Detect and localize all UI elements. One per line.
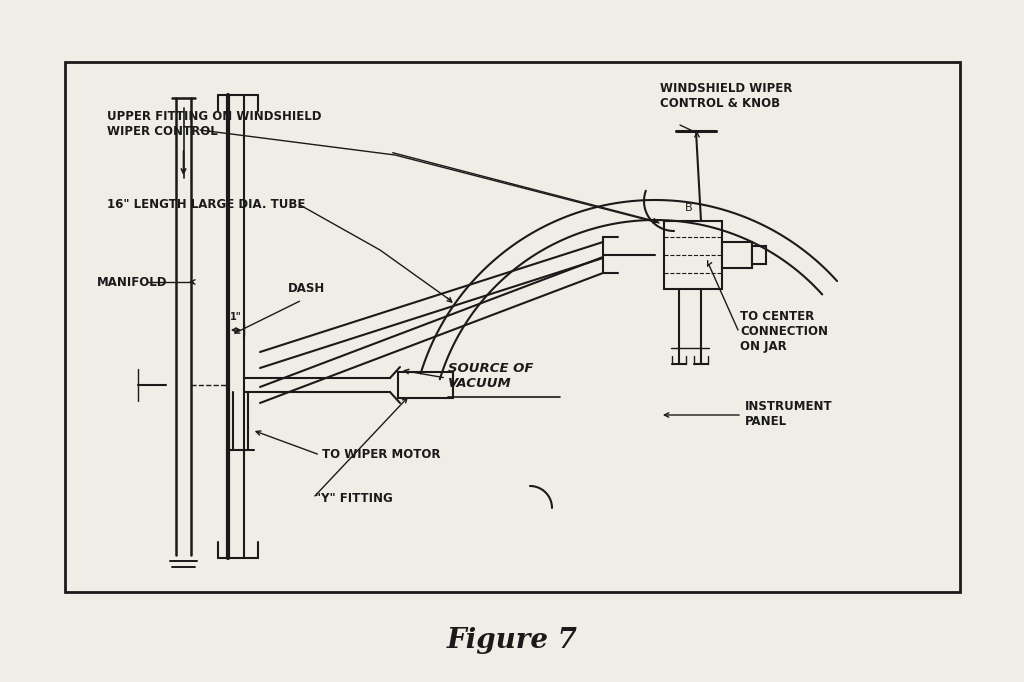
Text: MANIFOLD: MANIFOLD xyxy=(97,276,168,288)
Text: TO CENTER
CONNECTION
ON JAR: TO CENTER CONNECTION ON JAR xyxy=(740,310,828,353)
Text: Figure 7: Figure 7 xyxy=(446,627,578,653)
Bar xyxy=(398,372,453,398)
Text: TO WIPER MOTOR: TO WIPER MOTOR xyxy=(322,449,440,462)
Text: UPPER FITTING ON WINDSHIELD
WIPER CONTROL: UPPER FITTING ON WINDSHIELD WIPER CONTRO… xyxy=(106,110,322,138)
Text: 1": 1" xyxy=(230,312,242,322)
Text: INSTRUMENT
PANEL: INSTRUMENT PANEL xyxy=(745,400,833,428)
Text: DASH: DASH xyxy=(288,282,326,295)
Text: 16" LENGTH LARGE DIA. TUBE: 16" LENGTH LARGE DIA. TUBE xyxy=(106,198,305,211)
Text: SOURCE OF
VACUUM: SOURCE OF VACUUM xyxy=(449,362,534,390)
Text: "Y" FITTING: "Y" FITTING xyxy=(315,492,393,505)
Bar xyxy=(65,62,961,592)
Bar xyxy=(752,246,766,264)
Text: B: B xyxy=(685,203,693,213)
Bar xyxy=(722,242,752,268)
Text: WINDSHIELD WIPER
CONTROL & KNOB: WINDSHIELD WIPER CONTROL & KNOB xyxy=(660,82,793,110)
Bar xyxy=(664,221,722,289)
